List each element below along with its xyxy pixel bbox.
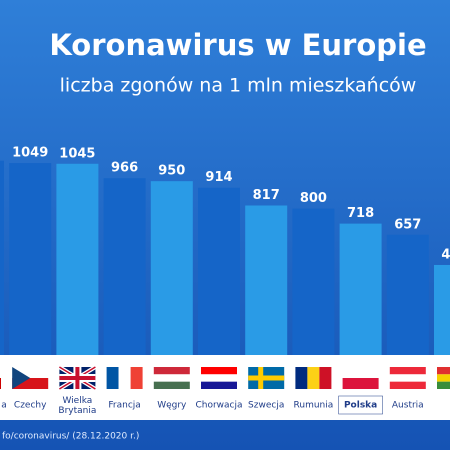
value-label: 1062 <box>0 143 1 158</box>
flag <box>342 378 379 389</box>
bar <box>198 187 240 355</box>
flag <box>12 367 49 378</box>
value-label: 1049 <box>12 146 48 161</box>
flag <box>153 374 190 382</box>
flag <box>248 375 285 381</box>
x-tick-label: Austria <box>392 401 424 411</box>
x-tick-label: Polska <box>344 401 377 411</box>
x-tick-label: Chorwacja <box>195 401 242 411</box>
value-label: 657 <box>394 217 421 232</box>
flag <box>0 378 1 389</box>
flag <box>389 367 426 375</box>
flag <box>307 367 320 389</box>
highlight-box <box>338 395 383 415</box>
flag <box>106 367 119 389</box>
value-label: 492 <box>441 247 450 262</box>
x-tick-label: Czechy <box>14 401 47 411</box>
bar <box>150 181 193 355</box>
flag <box>319 367 332 389</box>
flag <box>389 381 426 389</box>
bar <box>339 223 382 355</box>
bar <box>103 178 146 355</box>
chart-title: Koronawirus w Europie <box>49 28 426 62</box>
x-tick-label: Rumunia <box>294 401 334 411</box>
flag <box>201 374 237 382</box>
x-tick-label: Węgry <box>157 401 187 411</box>
value-label: 950 <box>158 164 185 179</box>
flag <box>130 367 143 389</box>
flag <box>437 381 450 389</box>
value-label: 718 <box>347 206 374 221</box>
flag <box>153 381 190 389</box>
flag <box>342 367 379 378</box>
value-label: 800 <box>300 191 327 206</box>
x-tick-label: Szwecja <box>248 401 284 411</box>
flag <box>201 381 237 389</box>
value-label: 966 <box>111 161 138 176</box>
flag <box>12 378 49 389</box>
flag <box>59 376 96 380</box>
flag <box>295 367 308 389</box>
flag <box>0 367 1 378</box>
source: fo/coronavirus/ (28.12.2020 r.) <box>2 432 139 442</box>
value-label: 817 <box>253 188 280 203</box>
flag <box>201 367 237 375</box>
bar <box>56 163 99 355</box>
bar <box>292 208 335 355</box>
bar <box>0 160 4 355</box>
flag <box>437 374 450 382</box>
bar <box>434 264 450 355</box>
value-label: 914 <box>205 170 232 185</box>
value-label: 1045 <box>59 146 95 161</box>
bar <box>9 163 52 355</box>
flag <box>118 367 131 389</box>
flag <box>389 374 426 382</box>
flag <box>12 367 31 389</box>
flag <box>153 367 190 375</box>
chart-subtitle: liczba zgonów na 1 mln mieszkańców <box>60 75 417 97</box>
bar <box>386 234 429 355</box>
flag <box>437 367 450 375</box>
x-tick-label: a <box>1 401 7 411</box>
bar <box>245 205 288 355</box>
x-tick-label: Wielka Brytania <box>58 396 96 416</box>
x-tick-label: Francja <box>108 401 140 411</box>
